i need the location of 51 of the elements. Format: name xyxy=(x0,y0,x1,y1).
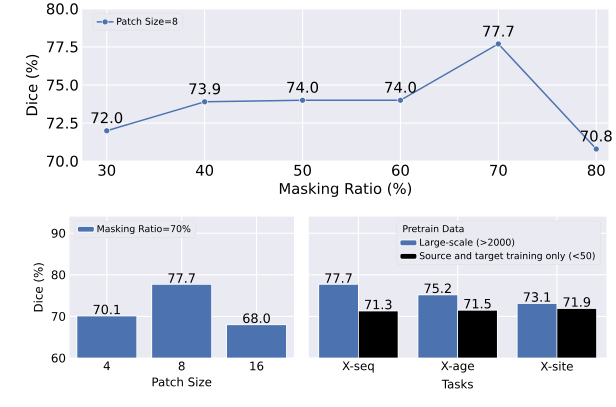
x-tick-label: 30 xyxy=(98,164,116,176)
y-tick-label: 90 xyxy=(52,229,66,238)
x-tick-label: 4 xyxy=(104,362,110,370)
y-tick-label: 70.0 xyxy=(47,156,78,168)
data-label: 68.0 xyxy=(243,314,270,324)
x-tick-label: 60 xyxy=(392,164,409,176)
point xyxy=(201,98,208,106)
x-axis-title: Masking Ratio (%) xyxy=(280,182,412,198)
x-tick-label: 70 xyxy=(490,164,507,176)
y-axis-title: Dice (%) xyxy=(34,263,44,312)
point xyxy=(495,40,502,48)
data-label: 77.7 xyxy=(168,274,195,283)
point xyxy=(397,97,404,104)
legend-label: Source and target training only (<50) xyxy=(420,252,595,262)
data-label: 71.9 xyxy=(564,297,590,308)
data-label: 74.0 xyxy=(385,82,416,94)
data-label: 70.1 xyxy=(94,304,120,315)
y-axis-title: Dice (%) xyxy=(26,55,40,116)
data-label: 71.3 xyxy=(365,300,392,310)
data-label: 75.2 xyxy=(424,284,451,294)
y-tick-label: 60 xyxy=(52,354,66,363)
x-axis-title: Tasks xyxy=(442,380,473,389)
y-tick-label: 72.5 xyxy=(47,118,78,129)
data-label: 77.7 xyxy=(483,26,514,37)
data-label: 73.1 xyxy=(524,292,550,302)
legend-label: Large-scale (>2000) xyxy=(420,238,514,248)
x-tick-label: X-site xyxy=(540,362,573,371)
x-tick-label: 16 xyxy=(250,362,264,371)
y-tick-label: 80.0 xyxy=(46,4,78,15)
y-tick-label: 80 xyxy=(52,270,66,280)
y-tick-label: 77.5 xyxy=(47,42,78,53)
data-label: 73.9 xyxy=(189,83,220,95)
data-label: 72.0 xyxy=(92,112,122,124)
x-tick-label: X-age xyxy=(441,362,474,373)
y-tick-label: 75.0 xyxy=(47,80,78,91)
data-label: 74.0 xyxy=(287,82,318,94)
point xyxy=(593,146,600,153)
data-label: 71.5 xyxy=(464,299,491,309)
x-tick-label: 80 xyxy=(588,164,605,176)
y-tick-label: 70 xyxy=(52,312,66,322)
data-label: 77.7 xyxy=(325,274,352,283)
x-tick-label: 50 xyxy=(294,164,311,176)
x-tick-label: 40 xyxy=(196,164,214,176)
x-axis-title: Patch Size xyxy=(152,377,212,387)
point xyxy=(299,97,306,104)
legend-title: Pretrain Data xyxy=(403,225,464,232)
x-tick-label: X-seq xyxy=(342,362,374,373)
point xyxy=(103,128,110,134)
legend-label: Patch Size=8 xyxy=(117,18,178,26)
x-tick-label: 8 xyxy=(178,362,185,371)
legend-label: Masking Ratio=70% xyxy=(98,225,190,234)
